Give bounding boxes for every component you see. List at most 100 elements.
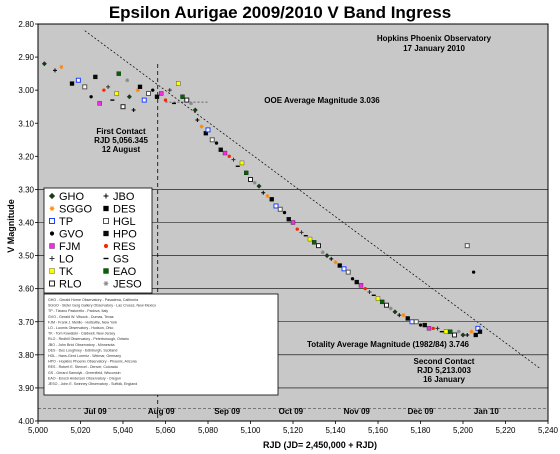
y-axis-label: V Magnitude <box>6 199 16 253</box>
y-tick-label: 3.90 <box>18 384 34 393</box>
data-point <box>465 332 470 337</box>
data-point <box>214 141 219 145</box>
data-point <box>131 108 136 113</box>
legend-label: DES <box>113 204 136 216</box>
legend-label: JBO <box>113 191 135 203</box>
x-tick-label: 5,040 <box>113 426 134 435</box>
y-tick-label: 3.30 <box>18 185 34 194</box>
data-point <box>413 319 419 325</box>
data-point <box>261 190 266 195</box>
month-label: Jul 09 <box>84 407 107 416</box>
data-point <box>409 319 415 325</box>
data-point <box>146 90 151 96</box>
observer-entry: RES - Robert E. Stencel - Denver, Colora… <box>48 365 118 369</box>
data-point <box>239 160 245 166</box>
legend-label: LO <box>59 254 74 266</box>
y-tick-label: 3.10 <box>18 119 34 128</box>
legend-symbol <box>49 268 55 274</box>
observer-entry: GS - Gerard Samolyk - Greenfield, Wiscon… <box>48 371 121 375</box>
data-point <box>464 243 470 249</box>
data-point <box>452 332 457 338</box>
first-contact-title: First Contact <box>96 127 146 136</box>
x-axis-ticks: 5,000 5,020 5,040 5,060 5,080 5,100 5,120 5,140… <box>28 421 559 435</box>
observer-entry: DES - Des Loughney - Edinburgh, Scotland <box>48 348 117 352</box>
x-tick-label: 5,140 <box>325 426 346 435</box>
data-point <box>256 183 262 189</box>
y-tick-label: 3.60 <box>18 285 34 294</box>
observer-entry: HGL - Hans-Gerd Lorentz - Weimar, German… <box>48 354 121 358</box>
data-point <box>116 71 121 76</box>
data-point <box>163 98 168 102</box>
month-label: Sep 09 <box>214 407 240 416</box>
y-tick-label: 4.00 <box>18 417 34 426</box>
data-point <box>392 309 398 315</box>
observer-entry: TP - Tiziano Pastorello - Padova, Italy <box>48 309 108 313</box>
observer-entry: GVO - Gerald W. Vitsock - Dumas, Texas <box>48 315 114 319</box>
legend-label: GVO <box>59 229 84 241</box>
month-label: Nov 09 <box>344 407 371 416</box>
data-point <box>363 287 367 291</box>
y-tick-label: 2.80 <box>18 20 34 29</box>
observer-entry: JESO - John E. Swinney Observatory - Suf… <box>48 382 137 386</box>
data-point <box>380 299 385 305</box>
observer-entry: HPO - Hopkins Phoenix Observatory - Phoe… <box>48 360 137 364</box>
observer-entry: FJM - Frank J. Melillo - Holtsville, New… <box>48 320 117 324</box>
data-point <box>106 84 111 89</box>
month-label: Jan 10 <box>474 407 499 416</box>
legend-symbol <box>103 268 109 274</box>
second-contact-date: 16 January <box>423 375 465 384</box>
second-contact-rjd: RJD 5,213.003 <box>417 366 471 375</box>
data-point <box>176 81 181 86</box>
observer-entry: GHO - Gerald Horne Observatory - Pasaden… <box>48 298 138 302</box>
data-point <box>422 322 427 328</box>
observatory-label: Hopkins Phoenix Observatory <box>377 34 492 43</box>
observers-box <box>43 293 279 396</box>
observer-entry: LO - Loomis Observatory - Hudson, Ohio <box>48 326 113 330</box>
y-tick-label: 3.80 <box>18 351 34 360</box>
observer-entry: EAO - Enoch Anderson Observatory - Orego… <box>48 376 121 380</box>
data-point <box>418 323 423 327</box>
legend-symbol <box>103 218 109 224</box>
data-point <box>290 220 296 225</box>
data-point <box>93 74 98 80</box>
legend-symbol <box>49 280 55 287</box>
legend-label: HGL <box>113 216 136 228</box>
data-point <box>69 81 75 86</box>
data-point <box>82 84 88 90</box>
ooe-average-label: OOE Average Magnitude 3.036 <box>264 96 380 105</box>
legend-label: FJM <box>59 241 80 253</box>
data-point <box>401 313 406 318</box>
legend-symbol <box>48 192 56 200</box>
data-point <box>329 256 334 261</box>
data-point <box>126 94 132 100</box>
data-point <box>114 91 119 96</box>
first-contact-rjd: RJD 5,056.345 <box>94 136 148 145</box>
data-point <box>184 97 190 103</box>
observer-entry: SGGO - Sister Gerg Gallery Observatory -… <box>48 304 156 308</box>
totality-average-label: Totality Average Magnitude (1982/84) 3.7… <box>307 340 470 349</box>
data-point <box>205 127 211 133</box>
data-point <box>295 227 299 231</box>
y-tick-label: 3.20 <box>18 152 34 161</box>
legend-label: RES <box>113 241 136 253</box>
legend-label: HPO <box>113 229 137 241</box>
data-point <box>316 243 321 249</box>
x-tick-label: 5,180 <box>410 426 431 435</box>
data-point <box>469 329 474 334</box>
first-contact-date: 12 August <box>102 145 141 154</box>
data-point <box>277 206 283 212</box>
data-point <box>120 104 126 110</box>
data-point <box>151 88 155 92</box>
observer-entry: TK - Tom Kowalski - Caldwell, New Jersey <box>48 332 115 336</box>
observer-entry: JBO - John Briol Observatory - Minnesota <box>48 343 115 347</box>
data-point <box>199 124 204 129</box>
y-tick-label: 3.70 <box>18 318 34 327</box>
legend-symbol <box>103 281 109 286</box>
data-point <box>135 88 140 93</box>
data-point <box>443 329 449 334</box>
data-point <box>244 170 249 176</box>
data-point <box>324 253 330 259</box>
data-point <box>448 329 453 334</box>
legend: GHO JBO SGGO DES TP HGL GVO HPO FJM RES LO GS TK EAO R… <box>48 191 142 291</box>
data-point <box>125 78 130 83</box>
